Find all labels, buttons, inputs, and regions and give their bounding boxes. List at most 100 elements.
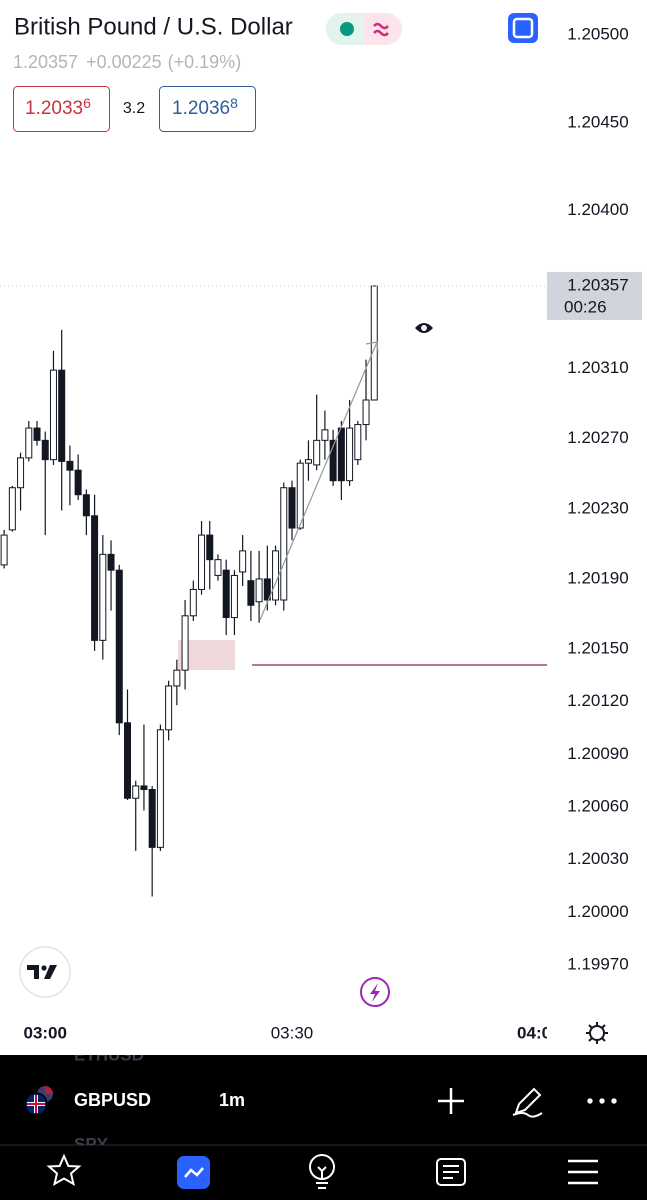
candle-body xyxy=(25,427,33,459)
last-price-label: 1.20357 xyxy=(567,275,628,294)
candle-body xyxy=(148,788,156,848)
x-tick-label: 04:00 xyxy=(517,1023,560,1042)
symbol-title: British Pound / U.S. Dollar xyxy=(14,13,293,40)
fullscreen-button[interactable] xyxy=(508,13,538,43)
last-price-box xyxy=(547,271,642,320)
trend-arrow xyxy=(259,341,379,621)
next-symbol[interactable]: SPY xyxy=(74,1134,109,1153)
y-tick-label: 1.19970 xyxy=(567,954,628,973)
candle-body xyxy=(8,487,16,531)
candle-body xyxy=(17,457,25,489)
x-tick-label: 03:00 xyxy=(23,1023,66,1042)
candle-body xyxy=(354,424,362,461)
ask-price: 1.20368 xyxy=(172,95,238,119)
draw-button[interactable] xyxy=(512,1087,543,1118)
eye-icon[interactable] xyxy=(415,323,433,333)
price-line: 1.20357 +0.00225 (+0.19%) xyxy=(13,52,241,72)
candle-body xyxy=(280,487,288,601)
candle-body xyxy=(91,515,99,641)
candle-body xyxy=(313,439,321,466)
candle-body xyxy=(198,534,206,590)
y-tick-label: 1.20030 xyxy=(567,849,628,868)
watchlist-tab[interactable] xyxy=(46,1153,82,1187)
candle-body xyxy=(140,785,148,790)
candle-body xyxy=(173,669,181,687)
news-tab[interactable] xyxy=(436,1158,466,1186)
candle-body xyxy=(288,487,296,529)
sell-button[interactable]: 1.20336 xyxy=(13,86,110,132)
candle-body xyxy=(49,369,57,461)
change: +0.00225 xyxy=(86,52,162,72)
candle-body xyxy=(206,534,214,561)
y-tick-label: 1.20310 xyxy=(567,358,628,377)
ideas-tab[interactable] xyxy=(309,1154,335,1189)
candle-body xyxy=(362,399,370,426)
candle-body xyxy=(123,722,131,799)
y-tick-label: 1.20500 xyxy=(567,25,628,44)
y-tick-label: 1.20090 xyxy=(567,744,628,763)
y-tick-label: 1.20190 xyxy=(567,568,628,587)
candle-body xyxy=(181,615,189,671)
candle-body xyxy=(263,578,271,601)
candle-body xyxy=(255,578,263,603)
candle-body xyxy=(346,427,354,482)
candle-body xyxy=(239,550,247,573)
bid-pip: 6 xyxy=(83,95,91,111)
add-button[interactable] xyxy=(438,1088,464,1114)
change-pct: (+0.19%) xyxy=(168,52,242,72)
settings-gear[interactable] xyxy=(586,1022,608,1044)
y-tick-label: 1.20230 xyxy=(567,498,628,517)
candle-body xyxy=(33,427,41,441)
interval[interactable]: 1m xyxy=(219,1090,245,1110)
bid-price: 1.20336 xyxy=(25,95,91,119)
y-tick-label: 1.20150 xyxy=(567,639,628,658)
candle-body xyxy=(99,553,107,641)
countdown-label: 00:26 xyxy=(564,297,607,316)
candle-body xyxy=(321,429,329,441)
more-button[interactable] xyxy=(587,1098,617,1104)
candle-body xyxy=(214,559,222,576)
symbol[interactable]: GBPUSD xyxy=(74,1090,151,1110)
candle-body xyxy=(156,729,164,848)
lightning-button[interactable] xyxy=(360,977,390,1007)
candle-body xyxy=(272,550,280,601)
prev-symbol[interactable]: ETHUSD xyxy=(74,1045,144,1064)
candle-body xyxy=(222,569,230,619)
x-axis: 03:00 03:30 04:00 xyxy=(23,1023,560,1042)
candle-body xyxy=(41,439,49,461)
y-tick-label: 1.20400 xyxy=(567,200,628,219)
y-tick-label: 1.20270 xyxy=(567,428,628,447)
candle-body xyxy=(329,439,337,482)
candle-body xyxy=(58,369,66,462)
candle-body xyxy=(132,785,140,799)
bid-main: 1.2033 xyxy=(25,98,83,119)
price: 1.20357 xyxy=(13,52,78,72)
candle-body xyxy=(189,588,197,617)
spread: 3.2 xyxy=(123,100,145,117)
status-toggle[interactable] xyxy=(326,13,402,45)
menu-tab[interactable] xyxy=(568,1159,598,1185)
chart-tab[interactable] xyxy=(177,1156,210,1189)
y-tick-label: 1.20120 xyxy=(567,691,628,710)
candles xyxy=(0,285,378,897)
candle-body xyxy=(115,569,123,724)
ask-pip: 8 xyxy=(230,95,238,111)
y-tick-label: 1.20060 xyxy=(567,797,628,816)
candle-body xyxy=(304,459,312,464)
symbol-flag xyxy=(24,1086,53,1116)
bottom-bar xyxy=(0,1055,647,1200)
candle-body xyxy=(296,462,304,529)
candle-body xyxy=(82,494,90,517)
candle-body xyxy=(165,685,173,731)
candle-body xyxy=(107,553,115,571)
ask-main: 1.2036 xyxy=(172,98,230,119)
buy-button[interactable]: 1.20368 xyxy=(159,86,256,132)
tv-logo[interactable] xyxy=(19,946,71,998)
candle-body xyxy=(74,469,82,496)
candle-body xyxy=(230,574,238,619)
candle-body xyxy=(337,427,345,482)
y-tick-label: 1.20450 xyxy=(567,112,628,131)
y-tick-label: 1.20000 xyxy=(567,902,628,921)
